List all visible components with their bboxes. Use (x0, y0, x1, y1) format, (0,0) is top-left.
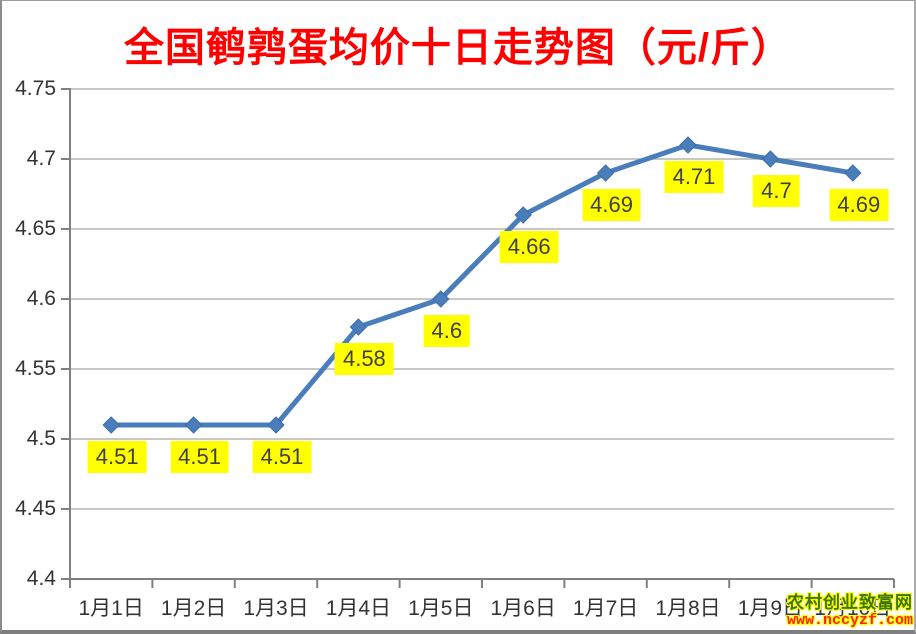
data-label: 4.51 (170, 441, 230, 473)
data-label: 4.71 (664, 161, 724, 193)
y-axis-tick-label: 4.4 (26, 567, 56, 590)
data-point-marker (102, 416, 120, 434)
x-axis-category-label: 1月9日 (737, 597, 804, 620)
x-axis-category-label: 1月3日 (243, 597, 309, 620)
x-axis-category-label: 1月5日 (408, 597, 474, 620)
y-axis-tick-label: 4.45 (15, 497, 56, 520)
data-point-marker (679, 136, 697, 154)
data-point-marker (761, 150, 780, 168)
data-label: 4.69 (582, 189, 642, 221)
series-line (108, 142, 856, 428)
x-axis-category-label: 1月2日 (160, 597, 227, 620)
data-point-marker (432, 290, 450, 308)
x-axis-category-label: 1月4日 (325, 597, 392, 620)
data-label: 4.51 (252, 441, 312, 473)
data-point-marker (349, 318, 368, 336)
x-axis-category-label: 1月1日 (78, 597, 144, 620)
data-label: 4.51 (87, 441, 147, 473)
data-label: 4.6 (423, 315, 471, 347)
y-axis-tick-label: 4.55 (15, 357, 56, 380)
x-axis-category-label: 1月7日 (572, 597, 639, 620)
data-label: 4.66 (499, 231, 559, 263)
y-axis-tick-label: 4.75 (15, 77, 56, 100)
y-axis-tick-label: 4.5 (26, 427, 56, 450)
y-axis-tick-label: 4.65 (15, 217, 56, 240)
data-point-marker (267, 416, 285, 434)
watermark-site-name: 农村创业致富网 (787, 592, 913, 612)
watermark-site-url: www.nccyzf.com (786, 611, 913, 629)
data-point-marker (514, 206, 532, 224)
x-axis-category-label: 1月6日 (490, 597, 556, 620)
chart-title: 全国鹌鹑蛋均价十日走势图（元/斤） (123, 26, 793, 70)
x-axis-category-label: 1月8日 (655, 597, 721, 620)
data-label: 4.7 (753, 175, 800, 207)
y-axis-tick-label: 4.6 (26, 287, 56, 310)
x-axis-category-label: 1月10日 (814, 597, 892, 620)
data-label: 4.58 (334, 343, 394, 375)
watermark: 农村创业致富网 www.nccyzf.com (786, 592, 913, 629)
y-axis-tick-label: 4.7 (26, 147, 56, 170)
data-point-marker (596, 164, 615, 182)
data-point-marker (844, 164, 862, 182)
data-label: 4.69 (829, 189, 889, 221)
data-point-marker (184, 416, 203, 434)
